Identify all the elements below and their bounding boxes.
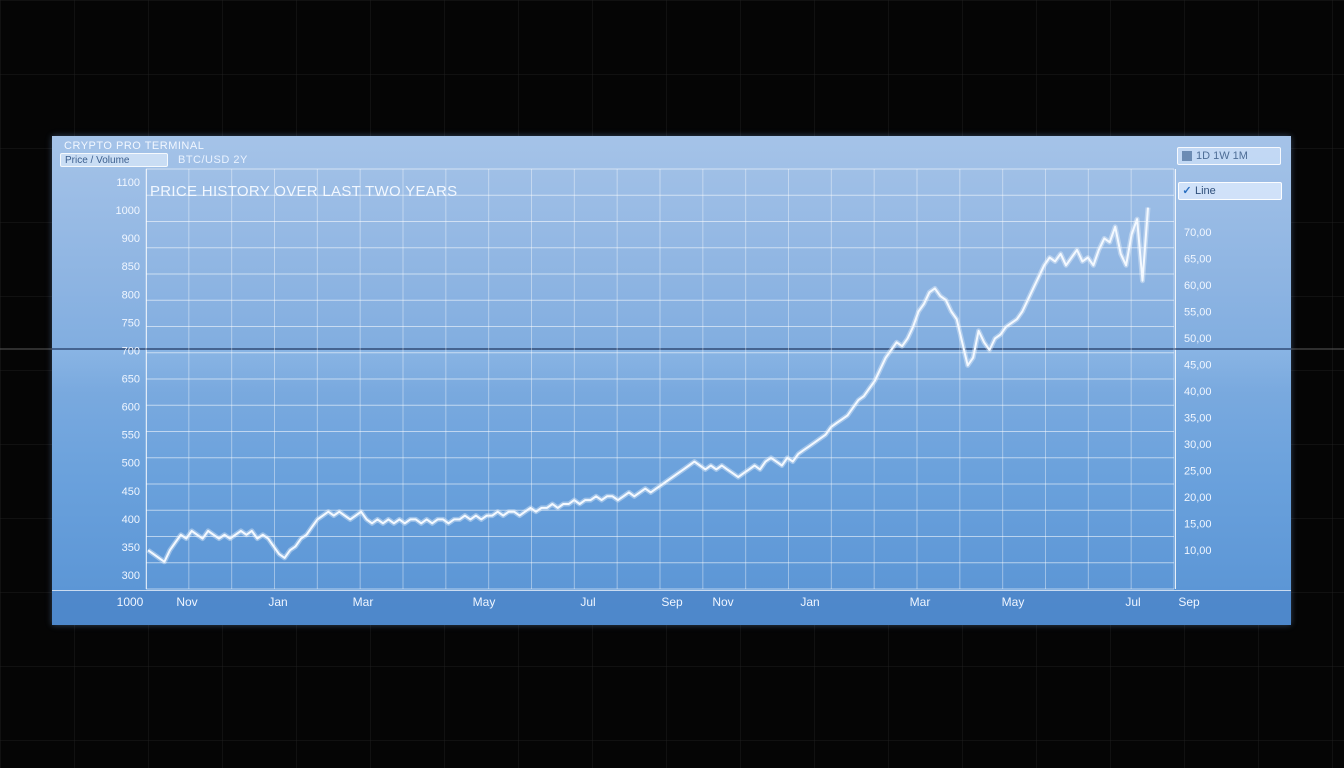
- x-tick-label: Sep: [661, 595, 683, 609]
- x-tick-label: Nov: [176, 595, 197, 609]
- chart-type-label: Line: [1195, 185, 1216, 197]
- y-tick-label-right: 20,00: [1184, 492, 1212, 504]
- y-tick-label-left: 650: [122, 374, 140, 386]
- y-tick-label-right: 65,00: [1184, 254, 1212, 266]
- x-tick-label: Jul: [1125, 595, 1140, 609]
- y-tick-label-left: 800: [122, 289, 140, 301]
- y-tick-label-right: 45,00: [1184, 360, 1212, 372]
- y-tick-label-right: 70,00: [1184, 227, 1212, 239]
- x-tick-label: Sep: [1178, 595, 1200, 609]
- screen-glare: [52, 350, 1291, 390]
- y-tick-label-left: 350: [122, 542, 140, 554]
- timeframe-selector[interactable]: 1D 1W 1M: [1177, 147, 1281, 165]
- chart-window: CRYPTO PRO TERMINAL Price / Volume BTC/U…: [52, 136, 1291, 625]
- symbol-label: BTC/USD 2Y: [178, 154, 248, 166]
- tab-price-volume[interactable]: Price / Volume: [60, 153, 168, 167]
- x-tick-label: Jul: [580, 595, 595, 609]
- check-icon: ✓: [1182, 185, 1192, 197]
- x-tick-label: Mar: [910, 595, 931, 609]
- y-tick-label-left: 450: [122, 486, 140, 498]
- calendar-icon: [1182, 151, 1192, 161]
- y-tick-label-right: 30,00: [1184, 439, 1212, 451]
- y-tick-label-left: 900: [122, 233, 140, 245]
- x-axis-bar: [52, 590, 1291, 625]
- chart-type-dropdown[interactable]: ✓ Line: [1178, 182, 1282, 200]
- timeframe-label: 1D 1W 1M: [1196, 150, 1248, 162]
- price-line-glow: [146, 207, 1151, 565]
- window-topbar: CRYPTO PRO TERMINAL Price / Volume BTC/U…: [60, 140, 420, 168]
- y-tick-label-left: 300: [122, 570, 140, 582]
- x-tick-label: Jan: [800, 595, 819, 609]
- x-tick-label: Mar: [353, 595, 374, 609]
- y-tick-label-left: 500: [122, 458, 140, 470]
- y-tick-label-left: 400: [122, 514, 140, 526]
- y-tick-label-right: 10,00: [1184, 545, 1212, 557]
- screen-scanline: [52, 348, 1291, 350]
- y-tick-label-left: 750: [122, 317, 140, 329]
- y-tick-label-left: 600: [122, 402, 140, 414]
- x-tick-label: May: [473, 595, 496, 609]
- y-tick-label-left: 1000: [116, 205, 140, 217]
- y-tick-label-right: 55,00: [1184, 307, 1212, 319]
- app-title: CRYPTO PRO TERMINAL: [64, 140, 205, 152]
- y-tick-label-right: 35,00: [1184, 413, 1212, 425]
- y-tick-label-left: 1100: [116, 177, 140, 189]
- y-tick-label-right: 60,00: [1184, 280, 1212, 292]
- y-tick-label-left: 700: [122, 345, 140, 357]
- y-tick-label-left: 550: [122, 430, 140, 442]
- price-chart: 1100 1000 900 850 800 750 700 650 600 550 500 450 40…: [116, 168, 1212, 609]
- price-line: [147, 207, 1149, 563]
- x-tick-label: Nov: [712, 595, 733, 609]
- x-tick-label: Jan: [268, 595, 287, 609]
- y-tick-label-right: 40,00: [1184, 386, 1212, 398]
- x-tick-label: May: [1002, 595, 1025, 609]
- y-tick-label-left: 850: [122, 261, 140, 273]
- y-tick-label-right: 25,00: [1184, 466, 1212, 478]
- y-tick-label-right: 15,00: [1184, 519, 1212, 531]
- x-tick-label: 1000: [117, 595, 144, 609]
- y-tick-label-right: 50,00: [1184, 333, 1212, 345]
